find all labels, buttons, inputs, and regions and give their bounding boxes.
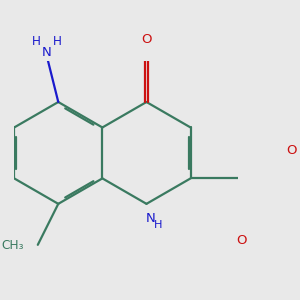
Text: N: N [42, 46, 52, 59]
Text: O: O [236, 234, 247, 247]
Text: O: O [141, 33, 152, 46]
Text: H: H [153, 220, 162, 230]
Text: N: N [146, 212, 155, 225]
Text: CH₃: CH₃ [1, 239, 23, 252]
Text: H: H [32, 35, 41, 48]
Text: O: O [286, 144, 297, 157]
Text: H: H [53, 35, 62, 48]
